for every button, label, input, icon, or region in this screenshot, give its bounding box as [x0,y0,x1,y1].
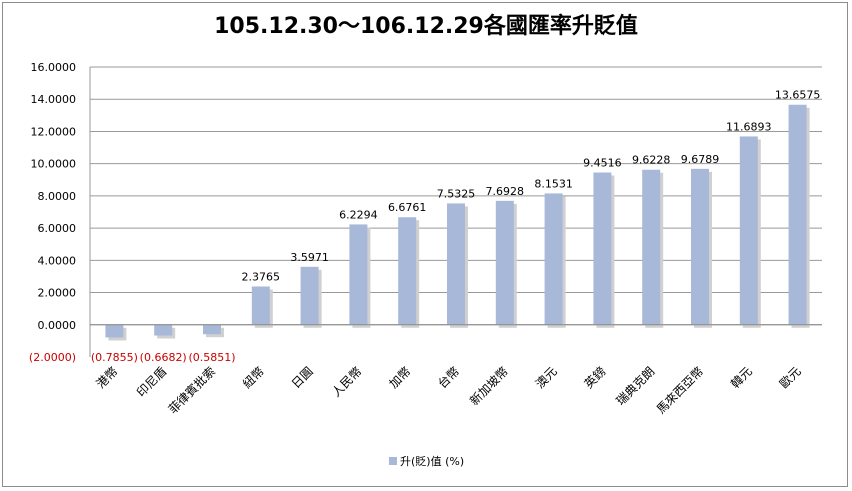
x-tick-label: 澳元 [533,364,560,391]
bar [349,224,368,325]
y-tick-label: 16.0000 [31,61,77,74]
bar [691,168,709,325]
y-tick-label: 14.0000 [31,93,77,106]
legend-swatch [389,457,397,465]
data-label: 9.6228 [632,154,671,167]
data-label: (0.6682) [140,351,187,364]
x-tick-label: 印尼盾 [134,364,169,399]
data-label: 9.6789 [681,153,720,166]
data-label: 7.6928 [486,185,525,198]
data-label: 8.1531 [534,177,573,190]
y-tick-label: 6.0000 [38,222,77,235]
bar [495,200,514,325]
y-tick-label: 12.0000 [31,125,77,138]
x-tick-label: 菲律賓批索 [165,364,218,417]
bar [788,104,807,325]
data-label: 9.4516 [583,157,622,170]
data-label: 7.5325 [437,187,476,200]
x-tick-label: 紐幣 [240,364,267,391]
data-label: 13.6575 [775,89,821,102]
bar [739,136,758,325]
x-tick-label: 英鎊 [581,364,609,392]
x-tick-label: 台幣 [435,364,463,392]
x-tick-label: 日圓 [289,364,316,391]
data-label: (0.5851) [188,351,235,364]
bar [642,169,661,325]
data-label: 6.6761 [388,201,427,214]
x-tick-label: 新加坡幣 [466,364,511,409]
y-tick-label: (2.0000) [29,351,76,364]
bar [544,193,563,325]
y-tick-label: 10.0000 [31,158,77,171]
bar [398,217,417,325]
x-tick-label: 馬來西亞幣 [654,364,706,416]
y-tick-label: 4.0000 [38,254,77,267]
bar [105,324,124,338]
bar [300,266,319,325]
bar [154,324,173,336]
x-tick-label: 人民幣 [329,364,364,399]
legend-label: 升(貶)值 (%) [400,455,464,468]
data-label: 3.5971 [290,251,329,264]
data-label: 6.2294 [339,208,378,221]
bar [251,286,270,325]
chart-title: 105.12.30～106.12.29各國匯率升貶值 [214,14,638,39]
x-tick-label: 港幣 [94,364,121,391]
y-tick-label: 8.0000 [38,190,77,203]
y-tick-label: 2.0000 [38,287,77,300]
bar [593,172,612,325]
data-label: 11.6893 [726,120,772,133]
bar [447,203,465,325]
data-label: (0.7855) [91,351,138,364]
x-tick-label: 韓元 [728,364,755,391]
bar [203,324,221,335]
x-tick-label: 加幣 [386,364,413,391]
x-tick-label: 歐元 [776,364,804,392]
data-label: 2.3765 [242,270,281,283]
y-tick-label: 0.0000 [38,319,77,332]
x-tick-label: 瑞典克朗 [613,364,657,408]
